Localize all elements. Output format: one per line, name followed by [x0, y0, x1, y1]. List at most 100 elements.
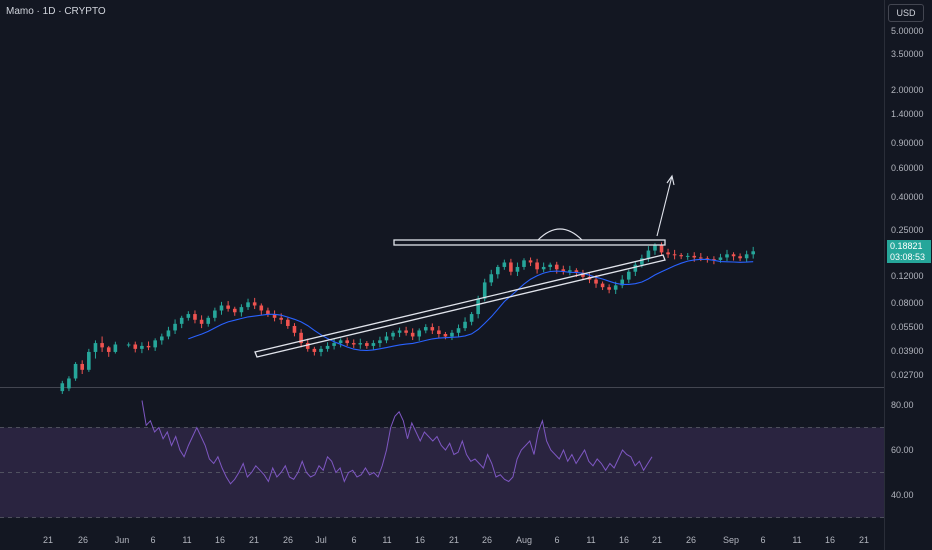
candle-body: [554, 264, 559, 270]
candle-body: [548, 264, 552, 267]
last-price-label: 0.18821 03:08:53: [887, 240, 931, 263]
rsi-axis-label: 60.00: [891, 445, 914, 455]
time-axis-label: 26: [283, 535, 293, 545]
candle-body: [476, 298, 480, 315]
candle-body: [332, 343, 336, 346]
price-axis-label: 0.03900: [891, 346, 924, 356]
candle-body: [699, 257, 703, 259]
time-axis-label: 6: [760, 535, 765, 545]
candle-body: [443, 334, 448, 337]
time-axis-label: 16: [825, 535, 835, 545]
resistance-arc: [537, 228, 583, 241]
candle-body: [463, 321, 467, 329]
time-axis-label: 16: [619, 535, 629, 545]
time-axis-label: Aug: [516, 535, 532, 545]
candle-body: [482, 282, 487, 299]
candle-body: [731, 254, 736, 257]
time-axis-label: 16: [415, 535, 425, 545]
candle-body: [430, 327, 435, 331]
time-axis-label: 21: [43, 535, 53, 545]
candle-body: [226, 305, 230, 309]
rsi-axis-label: 80.00: [891, 400, 914, 410]
candle-body: [338, 340, 343, 344]
time-axis-label: 16: [215, 535, 225, 545]
candle-body: [509, 262, 513, 272]
candle-body: [173, 323, 177, 331]
candle-body: [272, 314, 277, 318]
rsi-axis-label: 40.00: [891, 490, 914, 500]
candle-body: [259, 305, 264, 311]
candle-body: [351, 343, 356, 345]
candle-body: [113, 344, 118, 352]
candle-body: [345, 340, 349, 344]
candle-body: [292, 325, 297, 333]
price-axis-label: 0.12000: [891, 271, 924, 281]
price-axis-label: 0.60000: [891, 163, 924, 173]
price-axis-label: 2.00000: [891, 85, 924, 95]
price-axis-label: 0.90000: [891, 138, 924, 148]
time-axis-label: Sep: [723, 535, 739, 545]
candle-body: [93, 343, 98, 352]
candle-body: [87, 351, 91, 370]
candle-body: [193, 314, 197, 320]
candle-body: [626, 271, 631, 280]
candle-body: [219, 305, 224, 311]
candle-body: [679, 255, 683, 257]
candle-body: [718, 257, 723, 260]
candle-body: [206, 317, 211, 324]
candle-body: [246, 302, 250, 308]
candle-body: [535, 262, 539, 270]
candle-body: [646, 250, 651, 259]
currency-selector[interactable]: USD: [888, 4, 924, 22]
candle-body: [456, 328, 461, 333]
resistance-line: [393, 239, 666, 246]
candle-body: [305, 343, 310, 349]
last-price: 0.18821: [890, 241, 923, 251]
candle-body: [613, 285, 618, 290]
candle-body: [146, 345, 151, 348]
candle-body: [213, 310, 217, 318]
time-axis-label: 11: [586, 535, 595, 545]
price-axis-label: 3.50000: [891, 49, 924, 59]
candle-body: [80, 363, 84, 370]
candle-body: [140, 345, 144, 349]
rsi-line: [141, 400, 653, 485]
time-axis-label: 26: [482, 535, 492, 545]
time-axis-label: 6: [150, 535, 155, 545]
price-axis-label: 0.25000: [891, 225, 924, 235]
time-axis-label: 6: [554, 535, 559, 545]
candle-body: [358, 343, 363, 345]
candle-body: [325, 345, 330, 349]
candle-body: [496, 266, 500, 275]
candle-body: [232, 308, 237, 313]
candle-body: [67, 378, 71, 389]
time-axis-label: 26: [686, 535, 696, 545]
candle-body: [266, 310, 270, 315]
candle-body: [126, 344, 131, 346]
candle-body: [404, 330, 408, 333]
candle-body: [106, 347, 111, 352]
candle-body: [751, 251, 755, 255]
candle-body: [725, 254, 729, 258]
candle-body: [239, 307, 244, 313]
time-axis-label: 11: [182, 535, 191, 545]
candle-body: [541, 266, 546, 270]
price-axis-label: 0.02700: [891, 370, 924, 380]
candle-body: [378, 340, 382, 344]
chart-title: Mamo · 1D · CRYPTO: [6, 6, 106, 17]
candle-body: [568, 270, 572, 272]
candle-body: [371, 343, 376, 346]
price-axis-label: 0.05500: [891, 322, 924, 332]
candle-body: [365, 343, 369, 346]
candle-body: [279, 317, 283, 320]
candle-body: [469, 314, 474, 322]
candle-body: [186, 314, 191, 318]
price-axis-label: 0.40000: [891, 192, 924, 202]
time-axis-label: 21: [249, 535, 259, 545]
candle-body: [594, 279, 598, 284]
breakout-arrow: [656, 175, 673, 237]
candle-body: [607, 287, 611, 290]
breakout-arrow-head: [666, 174, 675, 186]
time-axis-label: 6: [351, 535, 356, 545]
